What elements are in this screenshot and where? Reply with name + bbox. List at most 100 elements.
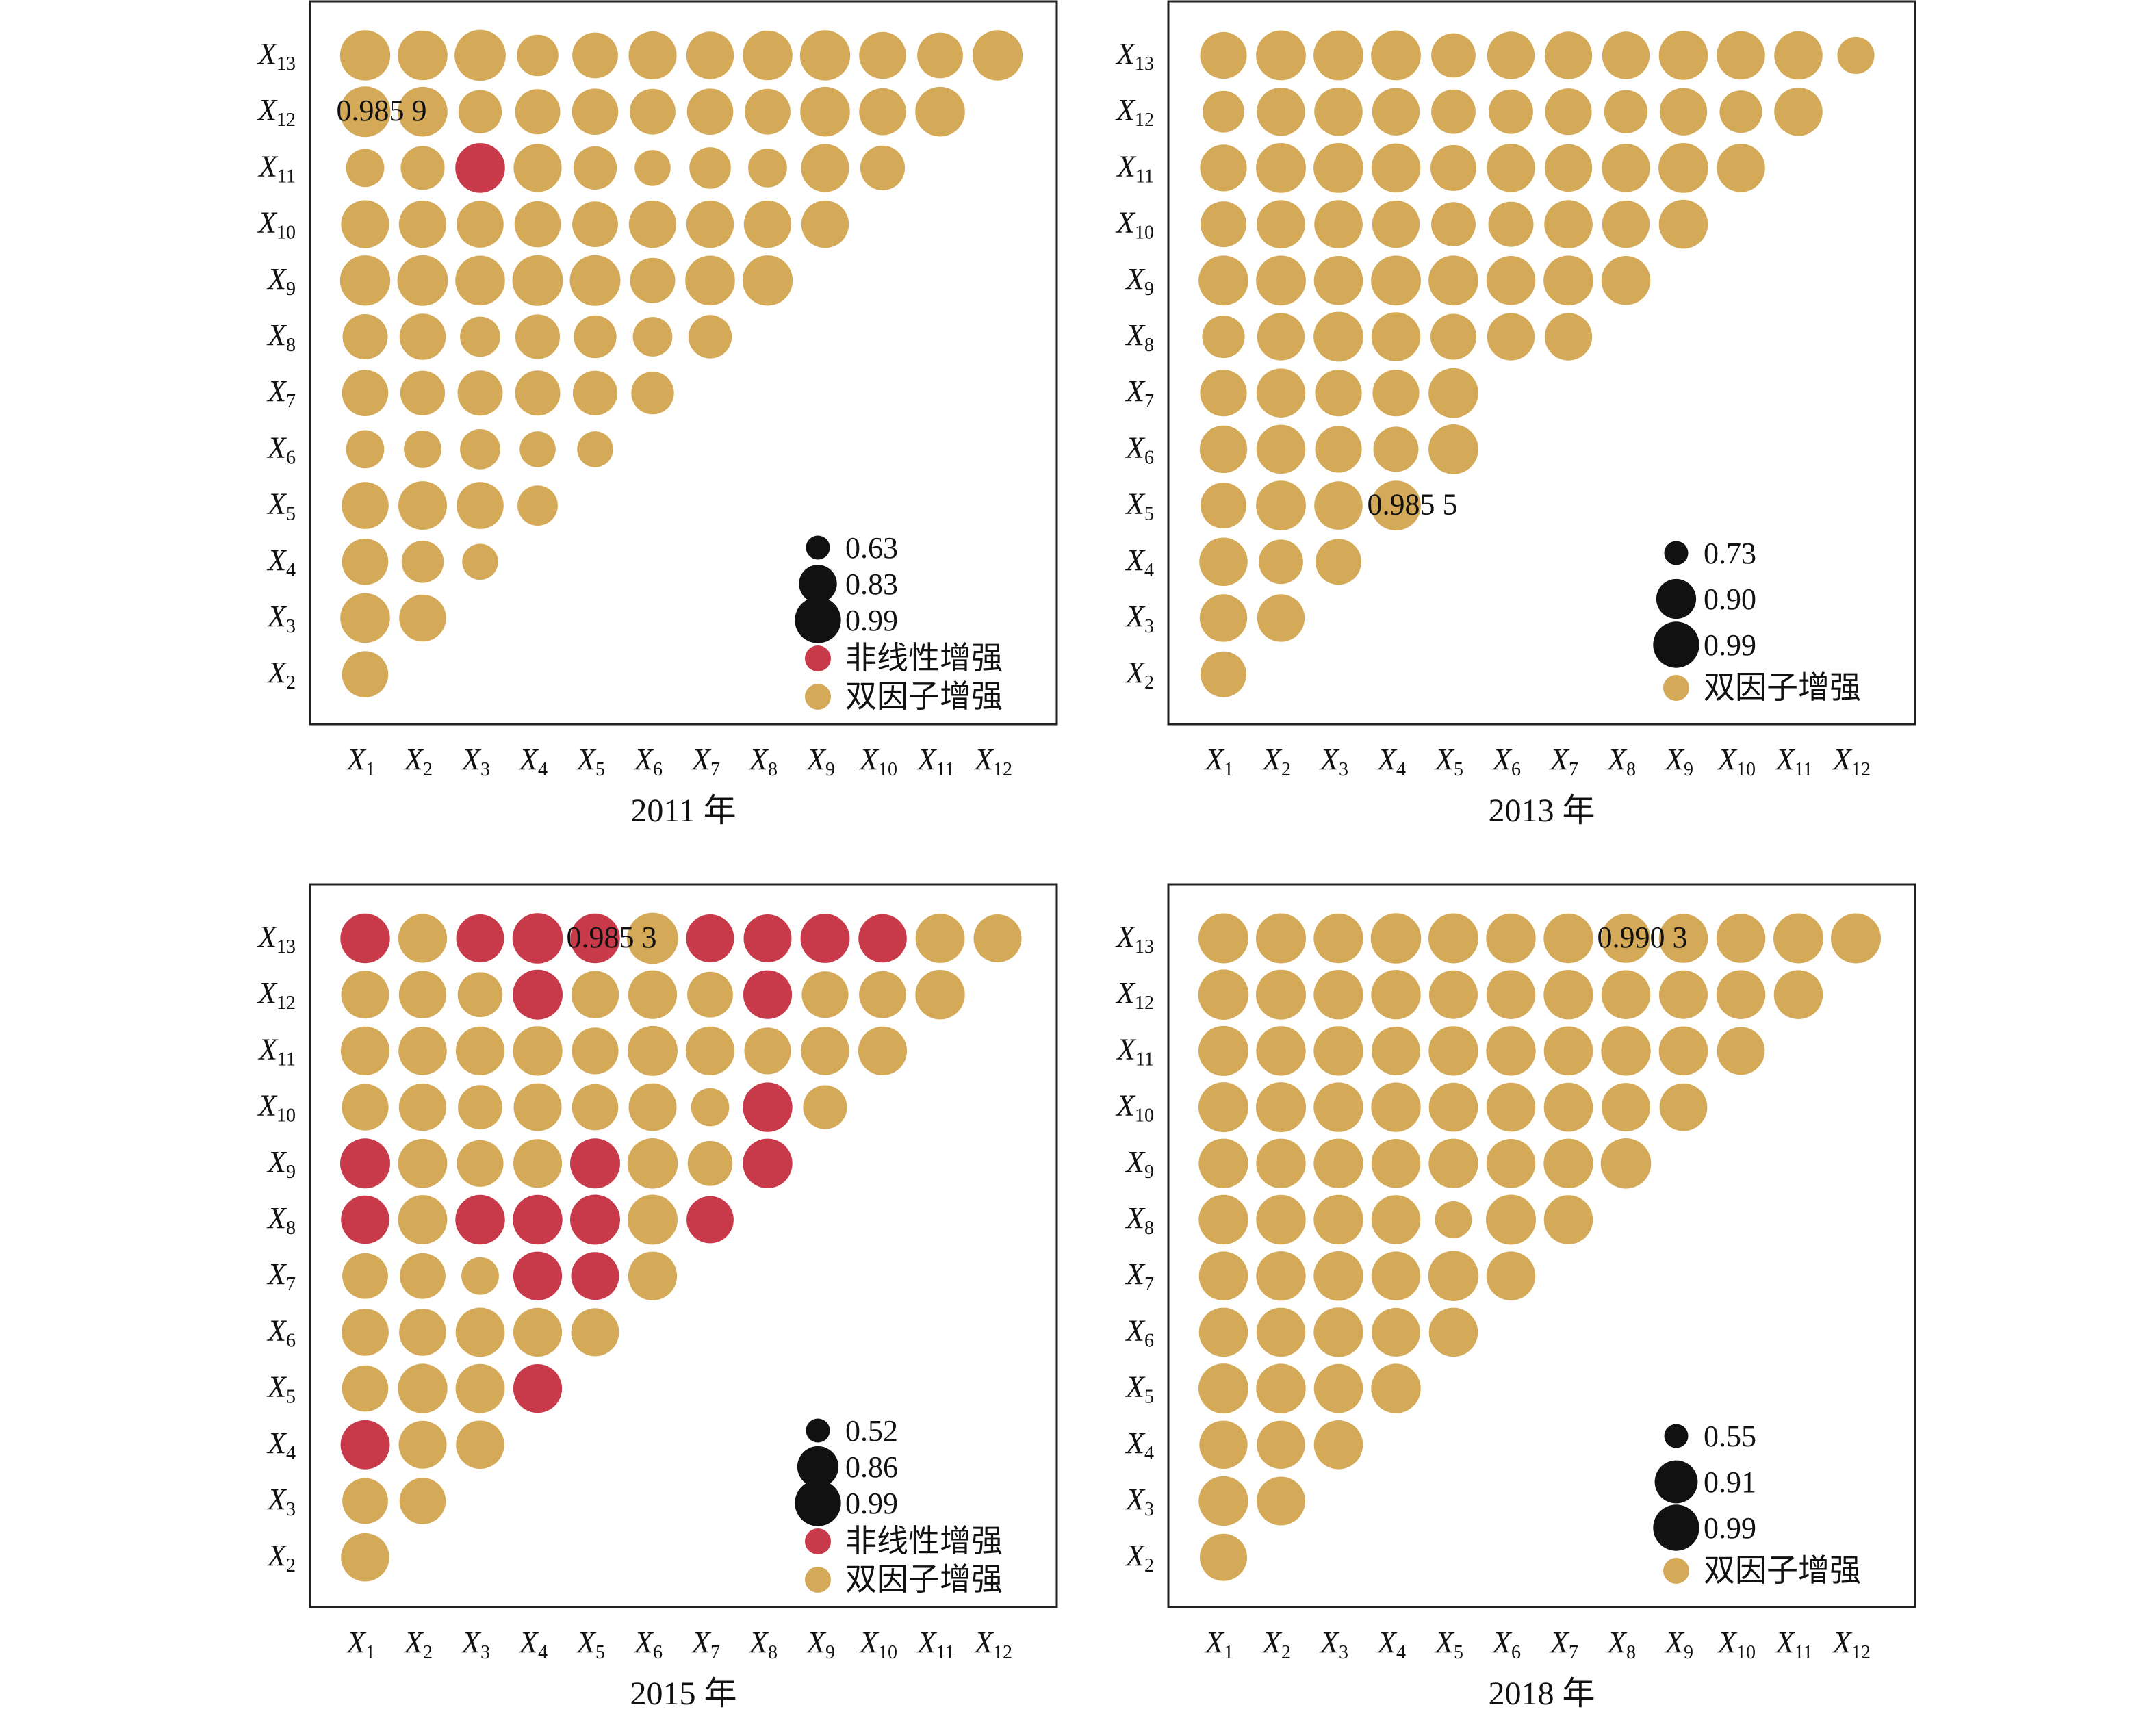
panel-1-cell-0-6 (1544, 31, 1593, 79)
panel-3-y-tick-9-symbol: X (1125, 1426, 1146, 1460)
panel-0-legend-bivariate-marker (805, 684, 831, 710)
panel-1-y-tick-9: X4 (1125, 543, 1154, 581)
panel-2-cell-4-0 (340, 1138, 390, 1189)
panel-2-cell-2-7 (744, 1027, 791, 1075)
panel-3-cell-0-6 (1543, 913, 1593, 964)
panel-1-y-tick-2-subscript: 11 (1135, 166, 1154, 187)
panel-2-cell-1-5 (628, 970, 678, 1019)
panel-3-cell-6-1 (1256, 1251, 1306, 1301)
panel-3-cell-1-4 (1429, 970, 1478, 1019)
panel-3-y-tick-1-symbol: X (1115, 976, 1136, 1010)
panel-3-cell-3-6 (1543, 1082, 1593, 1132)
panel-0-x-tick-6: X7 (691, 743, 720, 780)
panel-2-x-tick-3-symbol: X (518, 1626, 539, 1659)
panel-3-cell-6-2 (1313, 1251, 1363, 1301)
panel-1-y-tick-9-subscript: 4 (1144, 560, 1154, 581)
panel-3-y-tick-10: X3 (1125, 1483, 1154, 1520)
panel-3-y-tick-7-symbol: X (1125, 1313, 1146, 1347)
panel-0-y-tick-8-symbol: X (266, 487, 287, 521)
panel-2-cell-4-4 (570, 1138, 620, 1189)
panel-2-y-tick-8-symbol: X (266, 1370, 287, 1404)
panel-3-cell-3-1 (1256, 1082, 1306, 1133)
panel-2-cell-2-4 (572, 1027, 619, 1075)
panel-1-y-tick-4-symbol: X (1125, 262, 1146, 296)
panel-0-y-tick-7-subscript: 6 (286, 447, 296, 468)
panel-3-x-tick-7-subscript: 8 (1626, 1642, 1636, 1663)
panel-1-x-tick-0-symbol: X (1204, 743, 1225, 776)
panel-3-size-legend-label-0: 0.55 (1704, 1420, 1756, 1453)
panel-2-x-tick-5-subscript: 6 (653, 1642, 663, 1663)
panel-0-y-tick-10: X3 (266, 600, 296, 637)
panel-3-cell-3-3 (1371, 1082, 1421, 1132)
panel-2-y-tick-3-subscript: 10 (277, 1105, 296, 1127)
panel-2-cell-1-2 (457, 972, 503, 1017)
panel-1-x-tick-6: X7 (1549, 743, 1578, 780)
panel-3-cell-1-0 (1198, 969, 1249, 1020)
panel-2-cell-4-1 (398, 1138, 448, 1188)
panel-3-x-tick-4-symbol: X (1434, 1626, 1455, 1659)
panel-1-x-tick-1-subscript: 2 (1281, 759, 1291, 780)
panel-2-x-tick-3-subscript: 4 (538, 1642, 548, 1663)
panel-1-cell-0-7 (1602, 31, 1650, 79)
panel-0-cell-0-2 (454, 29, 506, 81)
panel-2-cell-0-1 (398, 914, 448, 963)
panel-0-cell-2-7 (748, 149, 787, 188)
panel-3-cell-4-4 (1428, 1138, 1478, 1188)
panel-3-x-tick-2-symbol: X (1319, 1626, 1340, 1659)
panel-3-cell-0-10 (1773, 913, 1823, 964)
panel-0-cell-6-2 (457, 370, 503, 416)
panel-0-y-tick-8: X5 (266, 487, 296, 525)
panel-2-x-tick-1-subscript: 2 (423, 1642, 433, 1663)
panel-3-cell-5-1 (1256, 1194, 1306, 1245)
panel-3-x-tick-0-symbol: X (1204, 1626, 1225, 1659)
panel-2-cell-7-4 (571, 1308, 619, 1357)
panel-0-cell-10-0 (340, 593, 390, 643)
panel-3-cell-4-5 (1486, 1139, 1536, 1188)
panel-2-x-tick-10-symbol: X (916, 1626, 938, 1659)
panel-1-x-tick-4: X5 (1434, 743, 1463, 780)
panel-2-y-tick-7-subscript: 6 (286, 1330, 296, 1351)
panel-3-legend-bivariate-marker (1663, 1558, 1689, 1584)
panel-1-cell-2-5 (1487, 144, 1535, 192)
panel-2-y-tick-0-subscript: 13 (277, 936, 296, 958)
panel-0-x-tick-8: X9 (806, 743, 835, 780)
panel-1-x-tick-7-subscript: 8 (1626, 759, 1636, 780)
panel-3-cell-3-8 (1659, 1083, 1708, 1131)
panel-1-y-tick-6: X7 (1125, 374, 1154, 412)
panel-0-y-tick-10-subscript: 3 (286, 616, 296, 637)
panel-2-cell-6-0 (342, 1253, 388, 1299)
panel-3-cell-2-1 (1256, 1026, 1306, 1076)
panel-0-cell-1-6 (686, 88, 734, 135)
panel-1-cell-0-1 (1256, 30, 1306, 81)
panel-2-y-tick-0-symbol: X (257, 920, 278, 953)
panel-1-cell-0-9 (1717, 31, 1765, 80)
panel-1-y-tick-5: X8 (1125, 318, 1154, 356)
panel-0-cell-7-1 (404, 431, 441, 468)
panel-3-cell-2-8 (1658, 1026, 1708, 1076)
panel-3-x-tick-8-symbol: X (1664, 1626, 1685, 1659)
panel-1-x-tick-3: X4 (1376, 743, 1406, 780)
panel-1-y-tick-1: X12 (1115, 93, 1154, 131)
panel-2-y-tick-11-symbol: X (266, 1539, 287, 1572)
panel-3-x-tick-3: X4 (1376, 1626, 1406, 1663)
panel-3-cell-3-2 (1313, 1082, 1363, 1132)
panel-0-cell-3-4 (572, 201, 618, 247)
panel-3-cell-5-0 (1198, 1194, 1248, 1245)
panel-3-x-tick-7: X8 (1606, 1626, 1636, 1663)
panel-2-y-tick-5-symbol: X (266, 1201, 287, 1235)
panel-1-x-tick-11-subscript: 12 (1851, 759, 1871, 780)
panel-2-cell-5-5 (628, 1194, 678, 1245)
panel-0-cell-2-5 (634, 150, 671, 186)
panel-3-x-tick-8: X9 (1664, 1626, 1693, 1663)
panel-2-cell-1-10 (915, 970, 965, 1020)
panel-1-cell-5-5 (1487, 313, 1535, 361)
panel-0-x-tick-0-symbol: X (346, 743, 367, 776)
panel-1-cell-8-3 (1371, 480, 1421, 530)
panel-1-cell-10-1 (1257, 594, 1305, 642)
panel-0-cell-5-5 (632, 317, 673, 357)
panel-3-cell-1-10 (1773, 970, 1823, 1019)
panel-1-cell-3-1 (1257, 200, 1305, 248)
panel-0-y-tick-3: X10 (257, 206, 296, 244)
panel-3-size-legend-dot-2 (1653, 1504, 1699, 1551)
